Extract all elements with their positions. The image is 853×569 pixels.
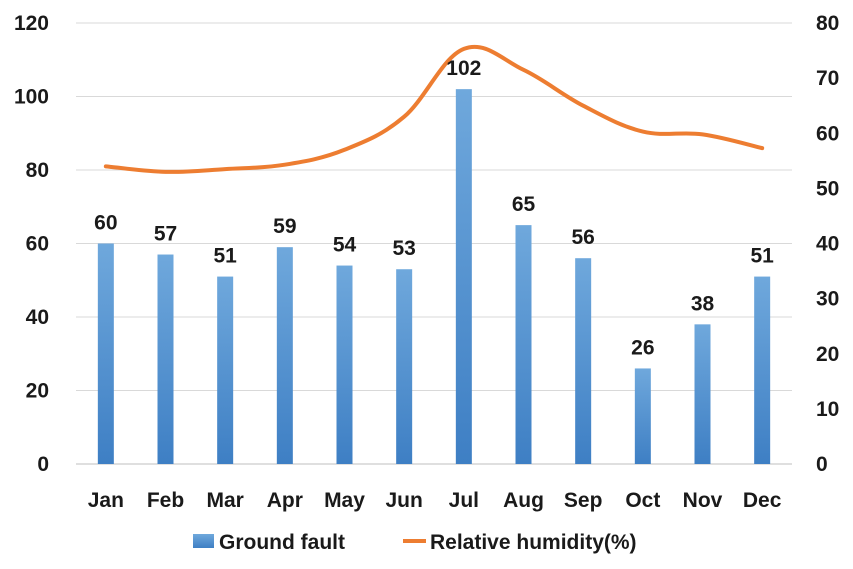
bar-ground-fault (515, 225, 532, 464)
bar-data-label: 60 (94, 212, 117, 235)
bar-data-label: 53 (392, 237, 415, 260)
bar-data-label: 54 (333, 234, 357, 257)
bar-data-label: 56 (571, 226, 594, 249)
x-axis-tick-label: Aug (503, 489, 544, 512)
bar-data-label: 65 (512, 193, 536, 216)
legend-label-ground-fault: Ground fault (219, 531, 345, 554)
x-axis-tick-label: Nov (683, 489, 723, 512)
x-axis-tick-label: Feb (147, 489, 184, 512)
right-axis-tick-label: 0 (816, 453, 828, 476)
bar-data-label: 26 (631, 336, 654, 359)
ground-fault-bars (97, 89, 771, 465)
bar-data-label: 102 (446, 57, 481, 80)
x-axis-tick-label: May (324, 489, 365, 512)
bar-ground-fault (455, 89, 472, 465)
left-axis-tick-label: 120 (14, 12, 49, 35)
bar-data-label: 38 (691, 292, 715, 315)
x-axis-tick-label: Jun (385, 489, 422, 512)
x-axis-tick-label: Apr (267, 489, 303, 512)
bar-ground-fault (217, 276, 234, 464)
left-axis-tick-label: 40 (26, 306, 49, 329)
x-axis-tick-label: Jul (449, 489, 479, 512)
data-labels: 60 57 51 59 54 53 102 65 56 26 38 51 (94, 57, 774, 359)
right-axis-tick-label: 60 (816, 122, 839, 145)
right-axis-tick-label: 10 (816, 398, 839, 421)
right-y-axis: 0 10 20 30 40 50 60 70 80 (816, 12, 839, 476)
bar-ground-fault (97, 243, 114, 464)
bar-ground-fault (276, 247, 293, 464)
bar-data-label: 51 (213, 245, 237, 268)
x-axis-tick-label: Oct (625, 489, 660, 512)
bar-ground-fault (575, 258, 592, 464)
line-relative-humidity (103, 44, 765, 174)
x-axis-tick-label: Jan (88, 489, 124, 512)
x-axis: Jan Feb Mar Apr May Jun Jul Aug Sep Oct Nov Dec (88, 489, 782, 512)
gridlines (76, 22, 792, 465)
bar-data-label: 57 (154, 223, 177, 246)
left-y-axis: 0 20 40 60 80 100 120 (14, 12, 49, 476)
right-axis-tick-label: 20 (816, 343, 839, 366)
left-axis-tick-label: 60 (26, 233, 49, 256)
humidity-line-layer (103, 44, 765, 174)
bar-ground-fault (634, 368, 651, 464)
right-axis-tick-label: 80 (816, 12, 839, 35)
bar-ground-fault (157, 254, 174, 464)
x-axis-tick-label: Mar (206, 489, 243, 512)
left-axis-tick-label: 20 (26, 380, 49, 403)
right-axis-tick-label: 40 (816, 233, 839, 256)
bar-ground-fault (754, 276, 771, 464)
bar-ground-fault (694, 324, 711, 464)
right-axis-tick-label: 50 (816, 177, 839, 200)
left-axis-tick-label: 100 (14, 86, 49, 109)
left-axis-tick-label: 0 (37, 453, 49, 476)
bar-data-label: 51 (750, 245, 774, 268)
x-axis-tick-label: Sep (564, 489, 603, 512)
legend-label-relative-humidity: Relative humidity(%) (430, 531, 637, 554)
left-axis-tick-label: 80 (26, 159, 49, 182)
x-axis-tick-label: Dec (743, 489, 782, 512)
bar-ground-fault (396, 269, 413, 464)
legend-swatch-ground-fault (193, 534, 214, 548)
bar-ground-fault (336, 265, 353, 464)
legend: Ground fault Relative humidity(%) (193, 531, 637, 554)
bar-data-label: 59 (273, 215, 296, 238)
right-axis-tick-label: 30 (816, 288, 839, 311)
right-axis-tick-label: 70 (816, 67, 839, 90)
